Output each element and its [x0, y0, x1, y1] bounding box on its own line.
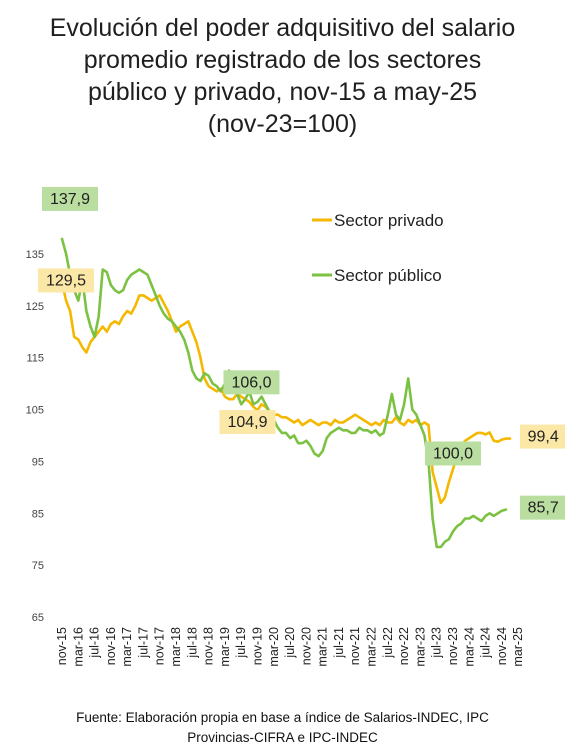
data-label-box	[42, 186, 98, 211]
data-label: 129,5	[38, 268, 94, 293]
x-tick-label: nov-19	[250, 627, 264, 665]
x-tick-label: jul-19	[234, 627, 248, 659]
data-label-box	[520, 424, 565, 449]
source-line-1: Fuente: Elaboración propia en base a índ…	[76, 710, 489, 725]
series-line-privado	[60, 281, 512, 505]
y-axis: 65 75 85 95 105 115 125 135	[26, 249, 44, 624]
series-line-publico	[60, 237, 508, 549]
x-tick-label: mar-24	[462, 627, 476, 667]
data-label-text: 137,9	[50, 191, 90, 208]
y-tick-label: 95	[32, 456, 44, 468]
x-tick-label: mar-18	[169, 627, 183, 667]
x-tick-label: jul-17	[136, 627, 150, 659]
x-tick-label: jul-21	[332, 627, 346, 659]
legend-label: Sector público	[334, 266, 442, 285]
x-tick-label: mar-16	[71, 627, 85, 667]
title-line-1: Evolución del poder adquisitivo del sala…	[49, 14, 516, 42]
data-label-text: 85,7	[528, 500, 559, 517]
legend-label: Sector privado	[334, 211, 444, 230]
title-line-3: público y privado, nov-15 a may-25	[87, 78, 478, 106]
x-tick-label: jul-18	[185, 627, 199, 659]
x-tick-label: mar-21	[316, 627, 330, 667]
chart-title: Evolución del poder adquisitivo del sala…	[0, 12, 565, 140]
x-tick-label: mar-17	[120, 627, 134, 667]
source-line-2: Provincias-CIFRA e IPC-INDEC	[187, 730, 378, 745]
x-tick-label: nov-21	[348, 627, 362, 665]
x-tick-label: nov-24	[495, 627, 509, 665]
data-label-box	[38, 268, 94, 293]
y-tick-label: 85	[32, 508, 44, 520]
y-tick-label: 135	[26, 249, 44, 261]
x-axis: nov-15 mar-16 jul-16 nov-16 mar-17 jul-17 nov-…	[55, 627, 525, 667]
x-tick-label: mar-19	[218, 627, 232, 667]
data-label-box	[520, 495, 565, 520]
x-tick-label: mar-25	[511, 627, 525, 667]
y-tick-label: 65	[32, 612, 44, 624]
data-label: 85,7	[520, 495, 565, 520]
series-lines	[60, 237, 512, 549]
data-label-text: 99,4	[528, 429, 559, 446]
x-tick-label: nov-23	[446, 627, 460, 665]
source-note: Fuente: Elaboración propia en base a índ…	[0, 708, 565, 748]
x-tick-label: mar-22	[365, 627, 379, 667]
x-tick-label: nov-22	[397, 627, 411, 665]
data-label-text: 100,0	[433, 445, 473, 462]
y-tick-label: 105	[26, 405, 44, 417]
title-line-2: promedio registrado de los sectores	[83, 46, 482, 74]
data-labels: 129,5 104,9 99,4 137,9 106,0 100,0 85,7	[38, 186, 565, 520]
data-label-text: 129,5	[46, 272, 86, 289]
legend: Sector privado Sector público	[312, 211, 444, 285]
title-line-4: (nov-23=100)	[207, 110, 358, 138]
x-tick-label: mar-20	[267, 627, 281, 667]
x-tick-label: nov-18	[202, 627, 216, 665]
x-tick-label: jul-24	[479, 627, 493, 659]
y-tick-label: 115	[26, 353, 44, 365]
data-label-box	[223, 370, 280, 395]
data-label-text: 104,9	[227, 414, 267, 431]
data-label: 104,9	[219, 410, 276, 435]
x-tick-label: nov-17	[153, 627, 167, 665]
data-label: 100,0	[424, 441, 481, 466]
x-tick-label: jul-16	[88, 627, 102, 659]
x-tick-label: nov-15	[55, 627, 69, 665]
x-tick-label: jul-20	[283, 627, 297, 659]
x-tick-label: jul-23	[430, 627, 444, 659]
y-tick-label: 75	[32, 560, 44, 572]
x-tick-label: mar-23	[413, 627, 427, 667]
data-label: 137,9	[42, 186, 98, 211]
y-tick-label: 125	[26, 301, 44, 313]
data-label-box	[219, 410, 276, 435]
data-label: 99,4	[520, 424, 565, 449]
data-label-text: 106,0	[231, 374, 271, 391]
data-label: 106,0	[223, 370, 280, 395]
x-tick-label: nov-16	[104, 627, 118, 665]
x-tick-label: nov-20	[299, 627, 313, 665]
data-label-box	[424, 441, 481, 466]
x-tick-label: jul-22	[381, 627, 395, 659]
